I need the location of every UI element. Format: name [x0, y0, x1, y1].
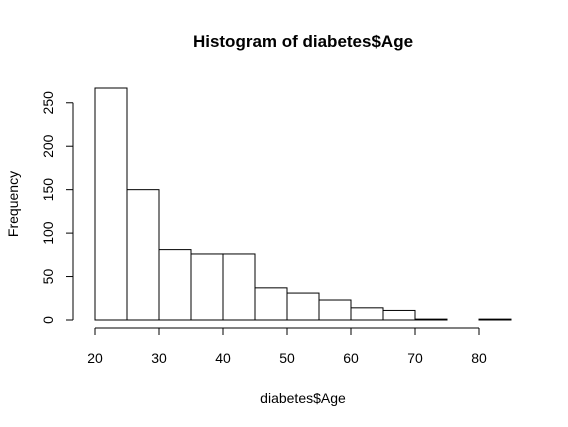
x-tick-label: 70 [407, 350, 423, 366]
x-tick-label: 60 [343, 350, 359, 366]
x-tick-label: 50 [279, 350, 295, 366]
x-tick-label: 80 [471, 350, 487, 366]
x-tick-label: 20 [87, 350, 103, 366]
y-axis-label: Frequency [5, 171, 21, 237]
bar-80-85 [478, 318, 512, 321]
bar-65-70 [382, 309, 416, 321]
bar-25-30 [126, 189, 160, 321]
y-tick-label: 250 [40, 91, 56, 115]
x-tick-label: 40 [215, 350, 231, 366]
x-axis-label: diabetes$Age [260, 390, 346, 406]
y-tick-label: 100 [40, 221, 56, 245]
bar-35-40 [190, 253, 224, 321]
bar-60-65 [350, 307, 384, 321]
y-axis: 0 50 100 150 200 250 [40, 91, 74, 324]
bar-40-45 [222, 253, 256, 321]
bar-45-50 [254, 287, 288, 321]
chart-title: Histogram of diabetes$Age [193, 32, 413, 51]
y-tick-label: 200 [40, 134, 56, 158]
x-axis: 20 30 40 50 60 70 80 [87, 327, 487, 366]
y-tick-label: 150 [40, 178, 56, 202]
bar-55-60 [318, 299, 352, 321]
bar-50-55 [286, 292, 320, 321]
bar-70-75 [414, 318, 448, 321]
x-tick-label: 30 [151, 350, 167, 366]
bar-30-35 [158, 249, 192, 321]
bars-group [94, 87, 512, 321]
y-tick-label: 50 [40, 269, 56, 285]
y-tick-label: 0 [40, 316, 56, 324]
bar-20-25 [94, 87, 128, 321]
